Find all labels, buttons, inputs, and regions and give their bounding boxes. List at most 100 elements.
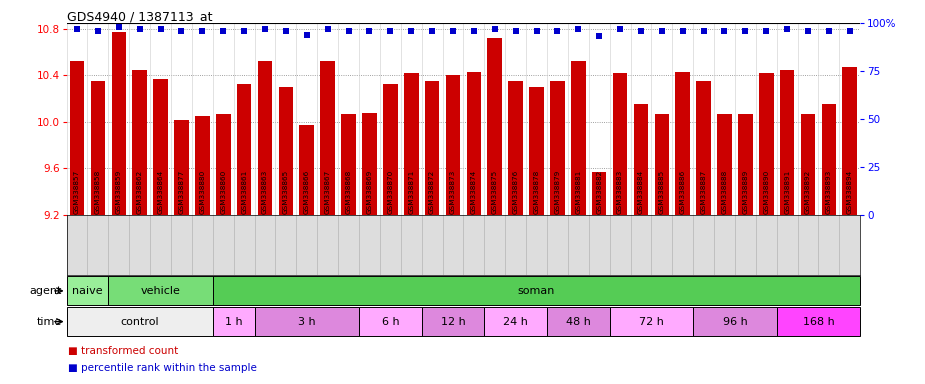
Bar bbox=[213, 276, 860, 305]
Text: naive: naive bbox=[72, 286, 103, 296]
Point bbox=[675, 28, 690, 34]
Point bbox=[216, 28, 230, 34]
Point bbox=[801, 28, 816, 34]
Bar bbox=[258, 61, 272, 215]
Text: 96 h: 96 h bbox=[722, 316, 747, 327]
Text: 168 h: 168 h bbox=[803, 316, 834, 327]
Bar bbox=[174, 120, 189, 215]
Text: ■ percentile rank within the sample: ■ percentile rank within the sample bbox=[68, 363, 257, 373]
Point bbox=[154, 26, 168, 32]
Point bbox=[237, 28, 252, 34]
Point bbox=[132, 26, 147, 32]
Bar bbox=[571, 61, 586, 215]
Bar bbox=[509, 81, 523, 215]
Bar bbox=[675, 72, 690, 215]
Bar bbox=[422, 307, 485, 336]
Bar bbox=[717, 114, 732, 215]
Point bbox=[195, 28, 210, 34]
Bar bbox=[341, 114, 356, 215]
Point bbox=[69, 26, 84, 32]
Text: 6 h: 6 h bbox=[381, 316, 400, 327]
Bar bbox=[697, 81, 711, 215]
Bar bbox=[801, 114, 815, 215]
Bar bbox=[592, 172, 607, 215]
Bar bbox=[485, 307, 547, 336]
Point bbox=[654, 28, 669, 34]
Bar bbox=[446, 75, 461, 215]
Bar bbox=[278, 87, 293, 215]
Bar bbox=[547, 307, 610, 336]
Bar bbox=[758, 73, 773, 215]
Point bbox=[487, 26, 502, 32]
Point bbox=[697, 28, 711, 34]
Point bbox=[758, 28, 773, 34]
Bar bbox=[69, 61, 84, 215]
Point bbox=[738, 28, 753, 34]
Text: time: time bbox=[37, 316, 62, 327]
Bar bbox=[300, 126, 314, 215]
Bar bbox=[216, 114, 230, 215]
Point bbox=[446, 28, 461, 34]
Bar bbox=[67, 307, 213, 336]
Point bbox=[362, 28, 376, 34]
Point bbox=[174, 28, 189, 34]
Bar bbox=[612, 73, 627, 215]
Text: GDS4940 / 1387113_at: GDS4940 / 1387113_at bbox=[67, 10, 212, 23]
Bar bbox=[738, 114, 753, 215]
Point bbox=[612, 26, 627, 32]
Bar bbox=[67, 276, 108, 305]
Bar bbox=[487, 38, 502, 215]
Bar bbox=[529, 87, 544, 215]
Point bbox=[300, 31, 314, 38]
Text: 12 h: 12 h bbox=[440, 316, 465, 327]
Point bbox=[320, 26, 335, 32]
Bar bbox=[108, 276, 213, 305]
Text: vehicle: vehicle bbox=[141, 286, 180, 296]
Bar bbox=[550, 81, 565, 215]
Text: 48 h: 48 h bbox=[566, 316, 591, 327]
Point bbox=[571, 26, 586, 32]
Bar bbox=[404, 73, 418, 215]
Point bbox=[529, 28, 544, 34]
Bar bbox=[195, 116, 210, 215]
Bar bbox=[213, 307, 254, 336]
Bar bbox=[466, 72, 481, 215]
Bar bbox=[320, 61, 335, 215]
Bar bbox=[237, 84, 252, 215]
Point bbox=[466, 28, 481, 34]
Point bbox=[383, 28, 398, 34]
Point bbox=[717, 28, 732, 34]
Bar bbox=[610, 307, 693, 336]
Bar bbox=[112, 32, 126, 215]
Text: ■ transformed count: ■ transformed count bbox=[68, 346, 179, 356]
Point bbox=[425, 28, 439, 34]
Text: agent: agent bbox=[30, 286, 62, 296]
Point bbox=[843, 28, 857, 34]
Point bbox=[341, 28, 356, 34]
Point bbox=[111, 24, 126, 30]
Point bbox=[634, 28, 648, 34]
Text: 24 h: 24 h bbox=[503, 316, 528, 327]
Point bbox=[780, 26, 795, 32]
Point bbox=[550, 28, 565, 34]
Bar bbox=[843, 67, 857, 215]
Bar bbox=[634, 104, 648, 215]
Text: soman: soman bbox=[518, 286, 555, 296]
Point bbox=[508, 28, 523, 34]
Point bbox=[91, 28, 105, 34]
Bar bbox=[383, 84, 398, 215]
Text: control: control bbox=[120, 316, 159, 327]
Bar bbox=[362, 113, 376, 215]
Bar bbox=[359, 307, 422, 336]
Text: 1 h: 1 h bbox=[225, 316, 242, 327]
Bar bbox=[780, 70, 795, 215]
Bar bbox=[425, 81, 439, 215]
Bar bbox=[777, 307, 860, 336]
Text: 72 h: 72 h bbox=[639, 316, 664, 327]
Point bbox=[821, 28, 836, 34]
Bar bbox=[655, 114, 669, 215]
Text: 3 h: 3 h bbox=[298, 316, 315, 327]
Bar bbox=[693, 307, 777, 336]
Bar bbox=[821, 104, 836, 215]
Bar bbox=[91, 81, 105, 215]
